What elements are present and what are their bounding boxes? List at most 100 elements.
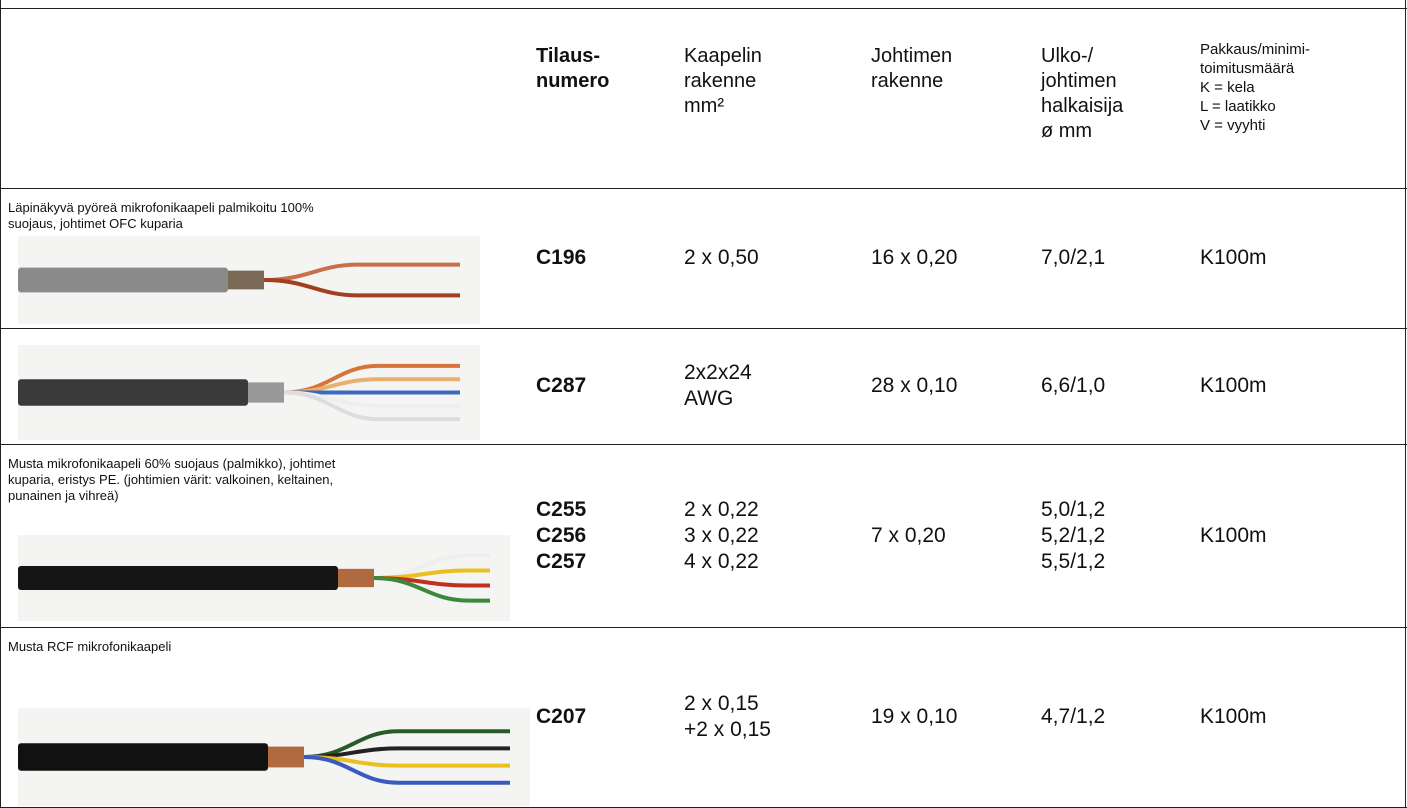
cell-content: K100m [1200, 704, 1267, 730]
cell-text: 28 x 0,10 [871, 373, 957, 399]
table-cell: C196 [536, 188, 586, 328]
cell-content: 2 x 0,15+2 x 0,15 [684, 691, 771, 743]
header-text: Pakkaus/minimi- [1200, 40, 1310, 59]
header-text: halkaisija [1041, 94, 1123, 119]
cell-text: 4,7/1,2 [1041, 704, 1105, 730]
cell-content: 7 x 0,20 [871, 523, 946, 549]
description-text: kuparia, eristys PE. (johtimien värit: v… [8, 472, 335, 488]
cell-text: 7 x 0,20 [871, 523, 946, 549]
row-description: Musta mikrofonikaapeli 60% suojaus (palm… [8, 456, 335, 504]
cable-photo [18, 708, 530, 806]
cell-content: 7,0/2,1 [1041, 245, 1105, 271]
table-cell: C207 [536, 627, 586, 807]
cell-text: 2 x 0,15 [684, 691, 771, 717]
cell-text: 16 x 0,20 [871, 245, 957, 271]
cell-content: 4,7/1,2 [1041, 704, 1105, 730]
table-cell: 2 x 0,15+2 x 0,15 [684, 627, 771, 807]
cable-photo [18, 236, 480, 324]
cell-text: K100m [1200, 704, 1267, 730]
cell-content: K100m [1200, 245, 1267, 271]
cell-text: 2 x 0,50 [684, 245, 759, 271]
cell-text: 7,0/2,1 [1041, 245, 1105, 271]
header-text: K = kela [1200, 78, 1310, 97]
header-text: Ulko-/ [1041, 44, 1123, 69]
cell-text: AWG [684, 386, 752, 412]
cell-content: C287 [536, 373, 586, 399]
table-border [0, 0, 1, 808]
table-cell: 7 x 0,20 [871, 444, 946, 627]
table-cell: 4,7/1,2 [1041, 627, 1105, 807]
table-cell: 6,6/1,0 [1041, 328, 1105, 444]
cell-text: 6,6/1,0 [1041, 373, 1105, 399]
header-text: rakenne [871, 69, 952, 94]
table-cell: 28 x 0,10 [871, 328, 957, 444]
cell-content: C207 [536, 704, 586, 730]
cell-content: K100m [1200, 523, 1267, 549]
header-text: L = laatikko [1200, 97, 1310, 116]
header-text: mm² [684, 94, 762, 119]
description-text: Läpinäkyvä pyöreä mikrofonikaapeli palmi… [8, 200, 314, 216]
cell-content: 28 x 0,10 [871, 373, 957, 399]
header-text: Kaapelin [684, 44, 762, 69]
cell-text: 2x2x24 [684, 360, 752, 386]
cable-photo [18, 345, 480, 440]
table-border [1405, 0, 1406, 808]
cell-text: 19 x 0,10 [871, 704, 957, 730]
cell-text: 5,0/1,2 [1041, 497, 1105, 523]
header-text: V = vyyhti [1200, 116, 1310, 135]
cell-content: 16 x 0,20 [871, 245, 957, 271]
header-text: rakenne [684, 69, 762, 94]
header-text: Johtimen [871, 44, 952, 69]
description-text: Musta RCF mikrofonikaapeli [8, 639, 171, 655]
header-text: numero [536, 69, 609, 94]
cell-text: C196 [536, 245, 586, 271]
cell-text: 3 x 0,22 [684, 523, 759, 549]
table-cell: 16 x 0,20 [871, 188, 957, 328]
cell-text: 4 x 0,22 [684, 549, 759, 575]
cell-text: C207 [536, 704, 586, 730]
description-text: suojaus, johtimet OFC kuparia [8, 216, 314, 232]
cell-content: C196 [536, 245, 586, 271]
table-cell: K100m [1200, 328, 1267, 444]
cell-text: +2 x 0,15 [684, 717, 771, 743]
cell-content: 2 x 0,50 [684, 245, 759, 271]
table-cell: K100m [1200, 627, 1267, 807]
header-text: johtimen [1041, 69, 1123, 94]
cell-text: 5,2/1,2 [1041, 523, 1105, 549]
cell-text: C256 [536, 523, 586, 549]
page: Tilaus-numeroKaapelinrakennemm²Johtimenr… [0, 0, 1407, 808]
row-description: Läpinäkyvä pyöreä mikrofonikaapeli palmi… [8, 200, 314, 232]
table-cell: 7,0/2,1 [1041, 188, 1105, 328]
table-cell: 2 x 0,50 [684, 188, 759, 328]
header-cell: Tilaus-numero [536, 44, 609, 94]
table-cell: C287 [536, 328, 586, 444]
cell-text: 5,5/1,2 [1041, 549, 1105, 575]
row-border [0, 8, 1407, 9]
header-text: Tilaus- [536, 44, 609, 69]
description-text: punainen ja vihreä) [8, 488, 335, 504]
cell-text: K100m [1200, 245, 1267, 271]
row-description: Musta RCF mikrofonikaapeli [8, 639, 171, 655]
cell-text: C255 [536, 497, 586, 523]
cell-text: 2 x 0,22 [684, 497, 759, 523]
cell-text: C257 [536, 549, 586, 575]
table-cell: K100m [1200, 188, 1267, 328]
table-cell: 19 x 0,10 [871, 627, 957, 807]
cell-text: K100m [1200, 373, 1267, 399]
table-cell: K100m [1200, 444, 1267, 627]
header-text: ø mm [1041, 119, 1123, 144]
cell-content: 19 x 0,10 [871, 704, 957, 730]
cell-text: K100m [1200, 523, 1267, 549]
cell-content: 6,6/1,0 [1041, 373, 1105, 399]
cell-content: 2x2x24AWG [684, 360, 752, 412]
